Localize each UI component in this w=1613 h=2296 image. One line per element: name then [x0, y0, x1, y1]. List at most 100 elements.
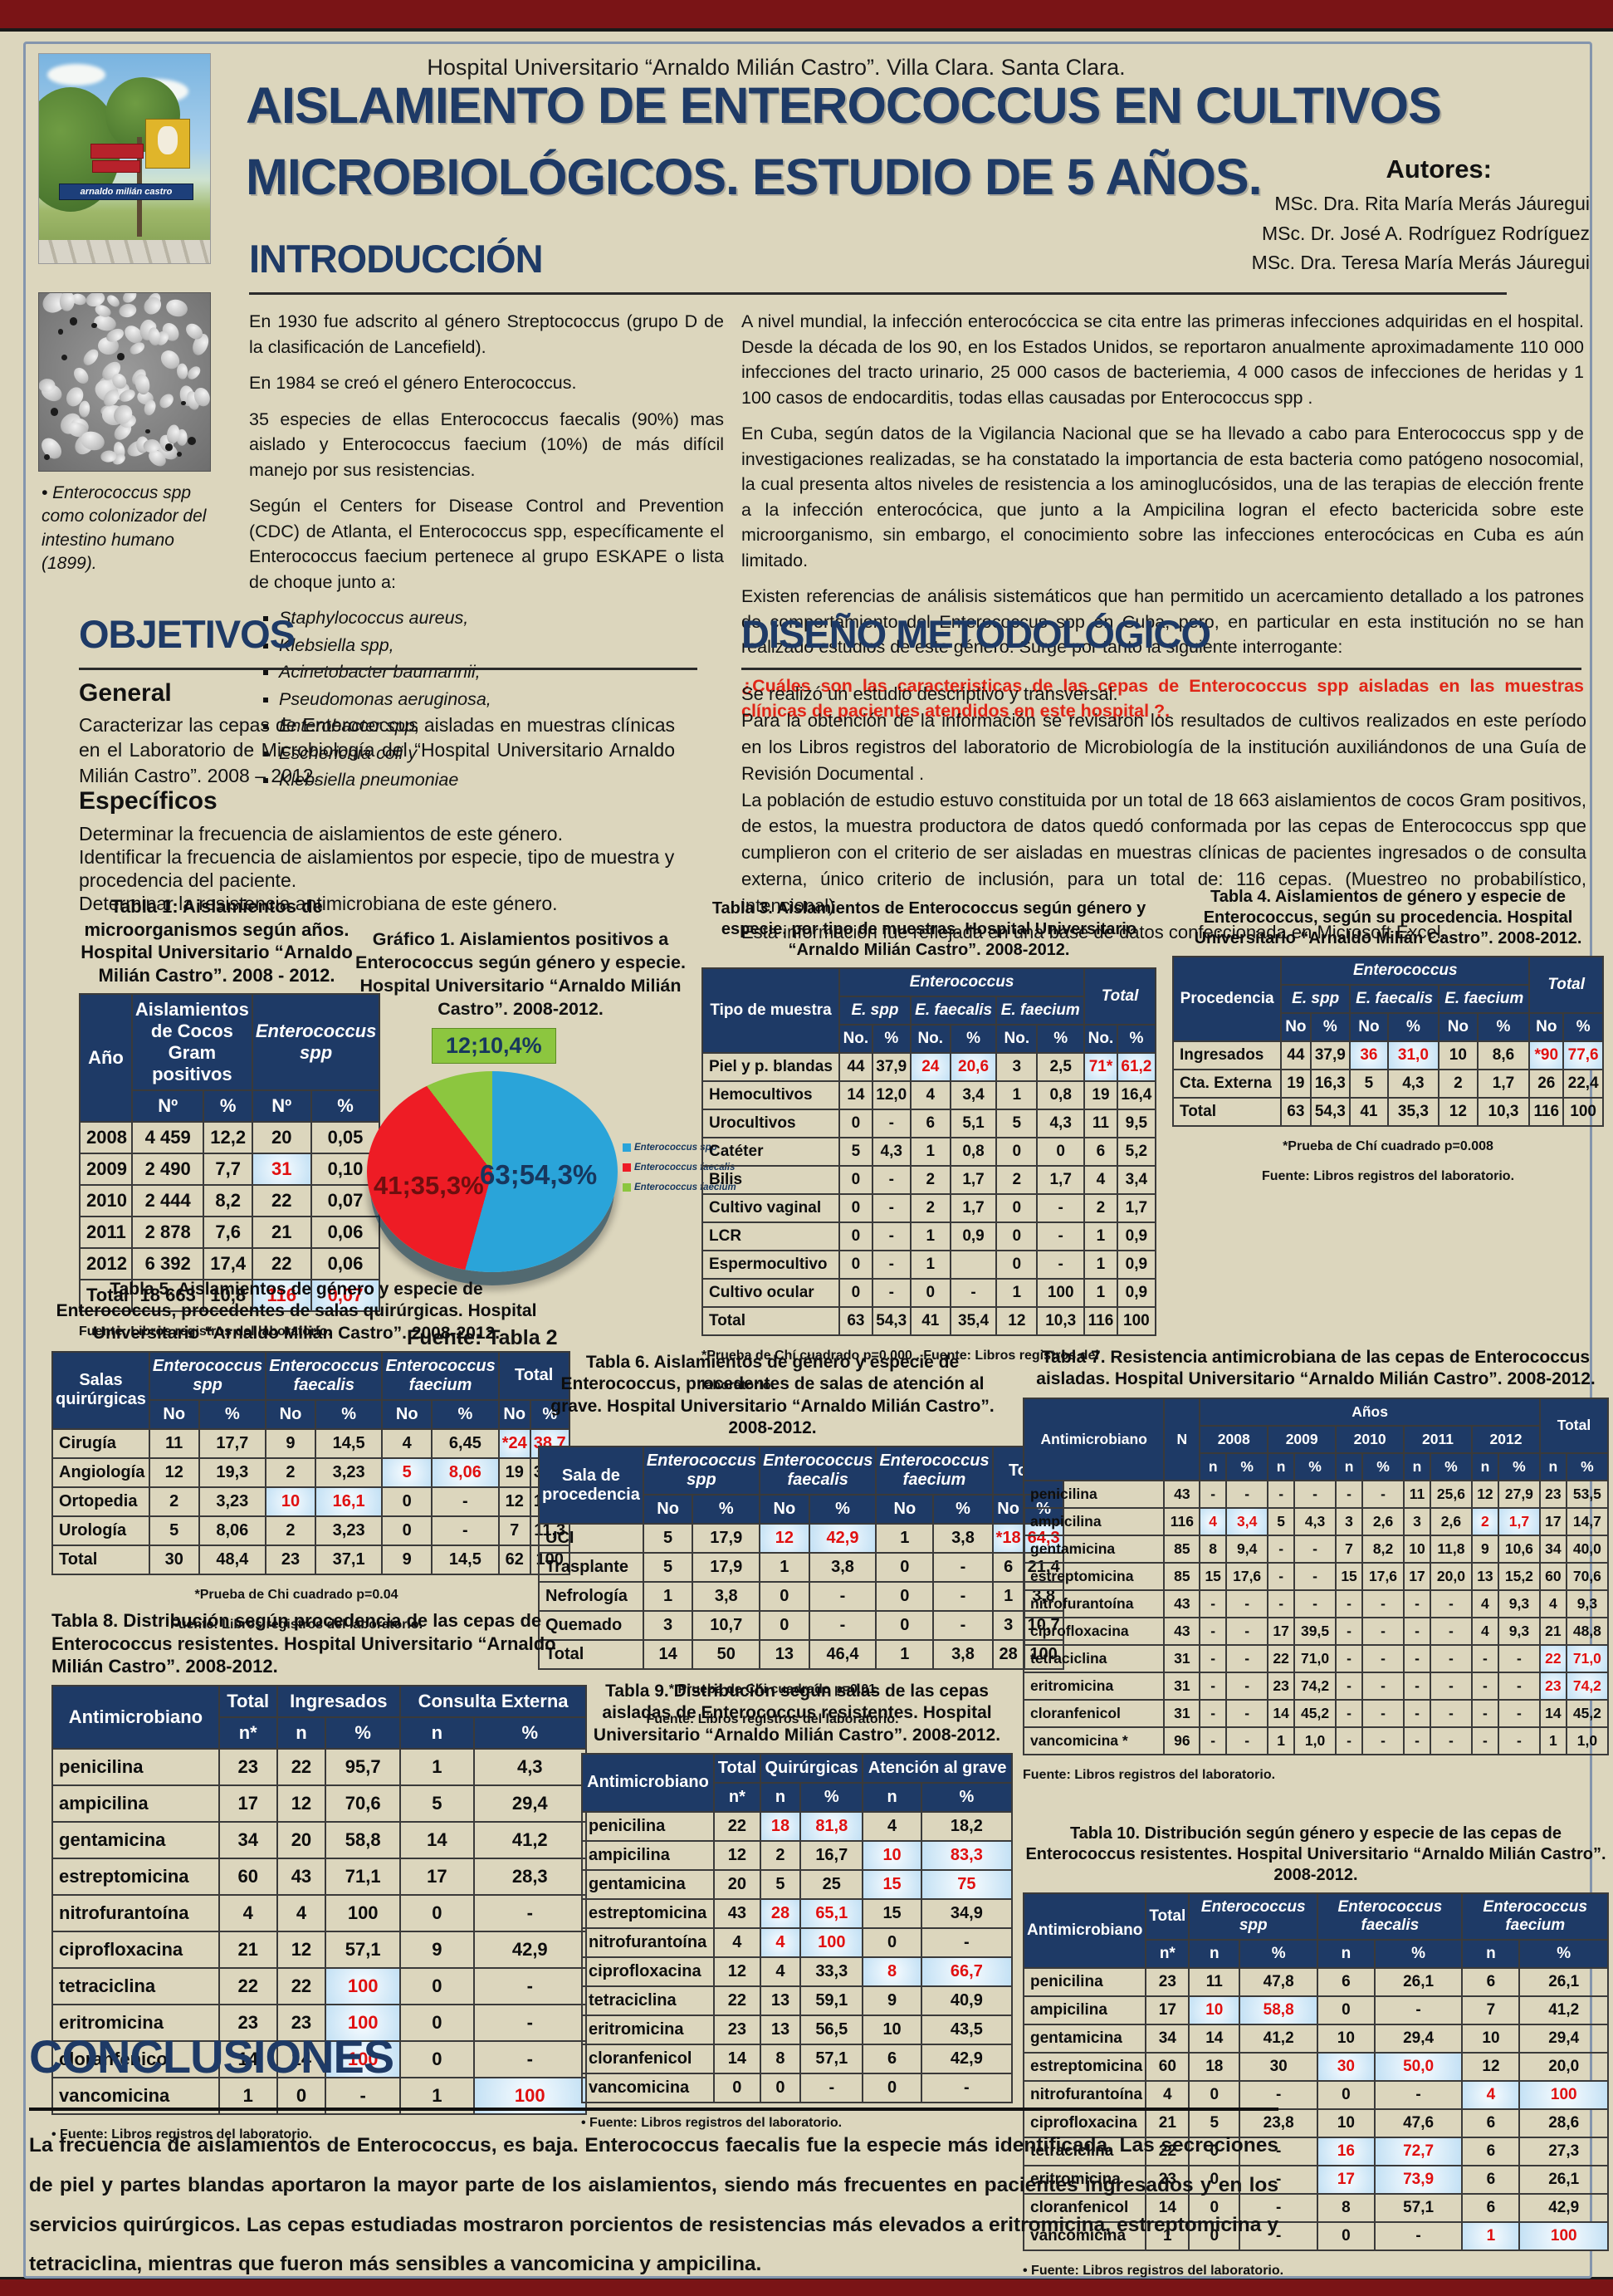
table-cell: *24: [497, 1427, 531, 1459]
table-header-cell: Sala de procedencia: [538, 1446, 644, 1525]
table-cell: 42,9: [1518, 2193, 1609, 2223]
table-cell: 0: [399, 1893, 475, 1932]
table-row: Total 63 54,3 41 35,3 12 10,3 116 100: [1171, 1097, 1604, 1127]
table-cell: 23: [218, 2003, 278, 2042]
table-header-cell: Enterococcus faecium: [1461, 1892, 1609, 1941]
pie-chart: 12;10,4% 63;54,3% 41;35,3% Enterococcus …: [355, 1027, 736, 1314]
table-row: Quemado 3 10,7 0-0-3 10,7: [538, 1610, 1064, 1641]
table-cell: 0,06: [310, 1247, 381, 1280]
table-header-cell: Consulta Externa: [399, 1684, 587, 1718]
table-cell: 14: [218, 2039, 278, 2078]
table-cell: ampicilina: [1022, 1506, 1166, 1536]
table-cell: 0: [838, 1109, 873, 1138]
table-cell: 63: [1280, 1097, 1312, 1127]
table-cell: -: [1225, 1616, 1269, 1646]
intro-paragraph: En Cuba, según datos de la Vigilancia Na…: [741, 423, 1584, 570]
table-cell: 22: [251, 1184, 312, 1217]
table-cell: 12: [1461, 2052, 1521, 2082]
table-header-cell: n: [1461, 1939, 1521, 1969]
table-cell: 6,45: [431, 1427, 500, 1459]
table-cell: 9: [381, 1544, 433, 1575]
table-cell: Nefrología: [538, 1581, 644, 1612]
table-cell: -: [1373, 2221, 1464, 2251]
table-cell: 0: [759, 1610, 810, 1641]
table-cell: cloranfenicol: [51, 2039, 220, 2078]
pie-label-faecalis: 41;35,3%: [374, 1170, 484, 1200]
table-cell: 31: [251, 1153, 312, 1186]
table-cell: 7,7: [203, 1153, 253, 1186]
table-header-cell: Salas quirúrgicas: [51, 1350, 150, 1430]
table-cell: 2 444: [130, 1184, 205, 1217]
table-cell: 22: [218, 1966, 278, 2005]
table-cell: tetraciclina: [581, 1985, 715, 2016]
table-cell: -: [932, 1581, 994, 1612]
intro-paragraph: A nivel mundial, la infección enterocócc…: [741, 311, 1584, 408]
table-cell: UCI: [538, 1523, 644, 1554]
table-header-cell: %: [1429, 1452, 1474, 1481]
table-cell: -: [472, 2003, 588, 2042]
table-cell: 1,7: [1116, 1193, 1157, 1223]
table-title: Tabla 10. Distribución según género y es…: [1025, 1824, 1606, 1884]
table-cell: Ortopedia: [51, 1486, 150, 1517]
table-header-cell: %: [198, 1398, 267, 1430]
table-cell: 2 878: [130, 1216, 205, 1249]
table-cell: 22: [1538, 1643, 1567, 1673]
table-cell: 11,8: [1429, 1534, 1474, 1564]
table-cell: -: [808, 1581, 877, 1612]
data-table: Sala de procedencia Enterococcus spp Enter…: [538, 1446, 1064, 1670]
author-name: MSc. Dra. Rita María Merás Jáuregui: [1274, 193, 1590, 214]
table-cell: 10: [265, 1486, 316, 1517]
table-cell: -: [871, 1250, 912, 1280]
table-cell: 41,2: [1518, 1995, 1609, 2025]
table-cell: 8: [862, 1956, 922, 1987]
table-cell: 20,6: [949, 1052, 998, 1082]
objetivos-heading: OBJETIVOS: [79, 612, 296, 656]
table-cell: 3,23: [198, 1486, 267, 1517]
table-cell: -: [1429, 1643, 1474, 1673]
table-cell: 3,23: [314, 1515, 384, 1546]
table-cell: -: [1335, 1616, 1363, 1646]
table-header-cell: %: [1036, 1024, 1086, 1054]
table-cell: Cta. Externa: [1171, 1069, 1283, 1099]
table-cell: -: [1239, 2193, 1319, 2223]
table-row: eritromicina 23 23 100 0-: [51, 2003, 588, 2042]
table-cell: 0: [838, 1250, 873, 1280]
table-cell: -: [1335, 1698, 1363, 1728]
table-header-cell: Enterococcus faecium: [381, 1350, 500, 1401]
table-cell: 6: [1461, 1967, 1521, 1997]
table-cell: -: [1429, 1698, 1474, 1728]
table-footnote: *Prueba de Chí cuadrado p=0.008: [1283, 1139, 1493, 1153]
table-header-cell: %: [1225, 1452, 1269, 1481]
table-cell: 60: [218, 1857, 278, 1896]
table-cell: 21: [1145, 2108, 1190, 2138]
table-cell: 4: [1538, 1589, 1567, 1618]
coccus-cell: [176, 363, 188, 380]
table-cell: 12,0: [871, 1080, 912, 1110]
table-row: LCR 0-1 0,9 0-1 0,9: [701, 1221, 1157, 1251]
pore-dot: [57, 329, 64, 335]
table-cell: 45,2: [1565, 1698, 1610, 1728]
table-cell: 0,9: [949, 1221, 998, 1251]
table-cell: 22: [712, 1810, 761, 1842]
table-row: Total 30 48,4 23 37,1 9 14,5 62 100: [51, 1544, 570, 1575]
table-cell: 7: [497, 1515, 531, 1546]
micrograph-caption: • Enterococcus spp como colonizador del …: [42, 483, 207, 574]
table-header-cell: Total: [1528, 956, 1604, 1014]
table-cell: gentamicina: [1022, 1534, 1166, 1564]
table-cell: 14: [276, 2039, 327, 2078]
table-cell: estreptomicina: [1022, 2052, 1147, 2082]
table-cell: 0: [1317, 1995, 1376, 2025]
table-cell: *18: [991, 1523, 1025, 1554]
table-cell: vancomicina: [1022, 2221, 1147, 2251]
table-cell: 70,6: [1565, 1561, 1610, 1591]
table-row: eritromicina 23 0-17 73,9 6 26,1: [1022, 2165, 1609, 2195]
table-header-cell: No.: [838, 1024, 873, 1054]
table-header-cell: Enterococcus spp: [642, 1446, 761, 1496]
table-cell: 41: [1349, 1097, 1389, 1127]
table-cell: 31: [1163, 1671, 1201, 1701]
table-cell: 1: [1083, 1278, 1118, 1308]
table-cell: 14: [399, 1820, 475, 1859]
table-cell: 15: [1335, 1561, 1363, 1591]
table-cell: 72,7: [1373, 2137, 1464, 2166]
tabla-6: Tabla 6. Aislamientos de género y especi…: [538, 1352, 1064, 1730]
